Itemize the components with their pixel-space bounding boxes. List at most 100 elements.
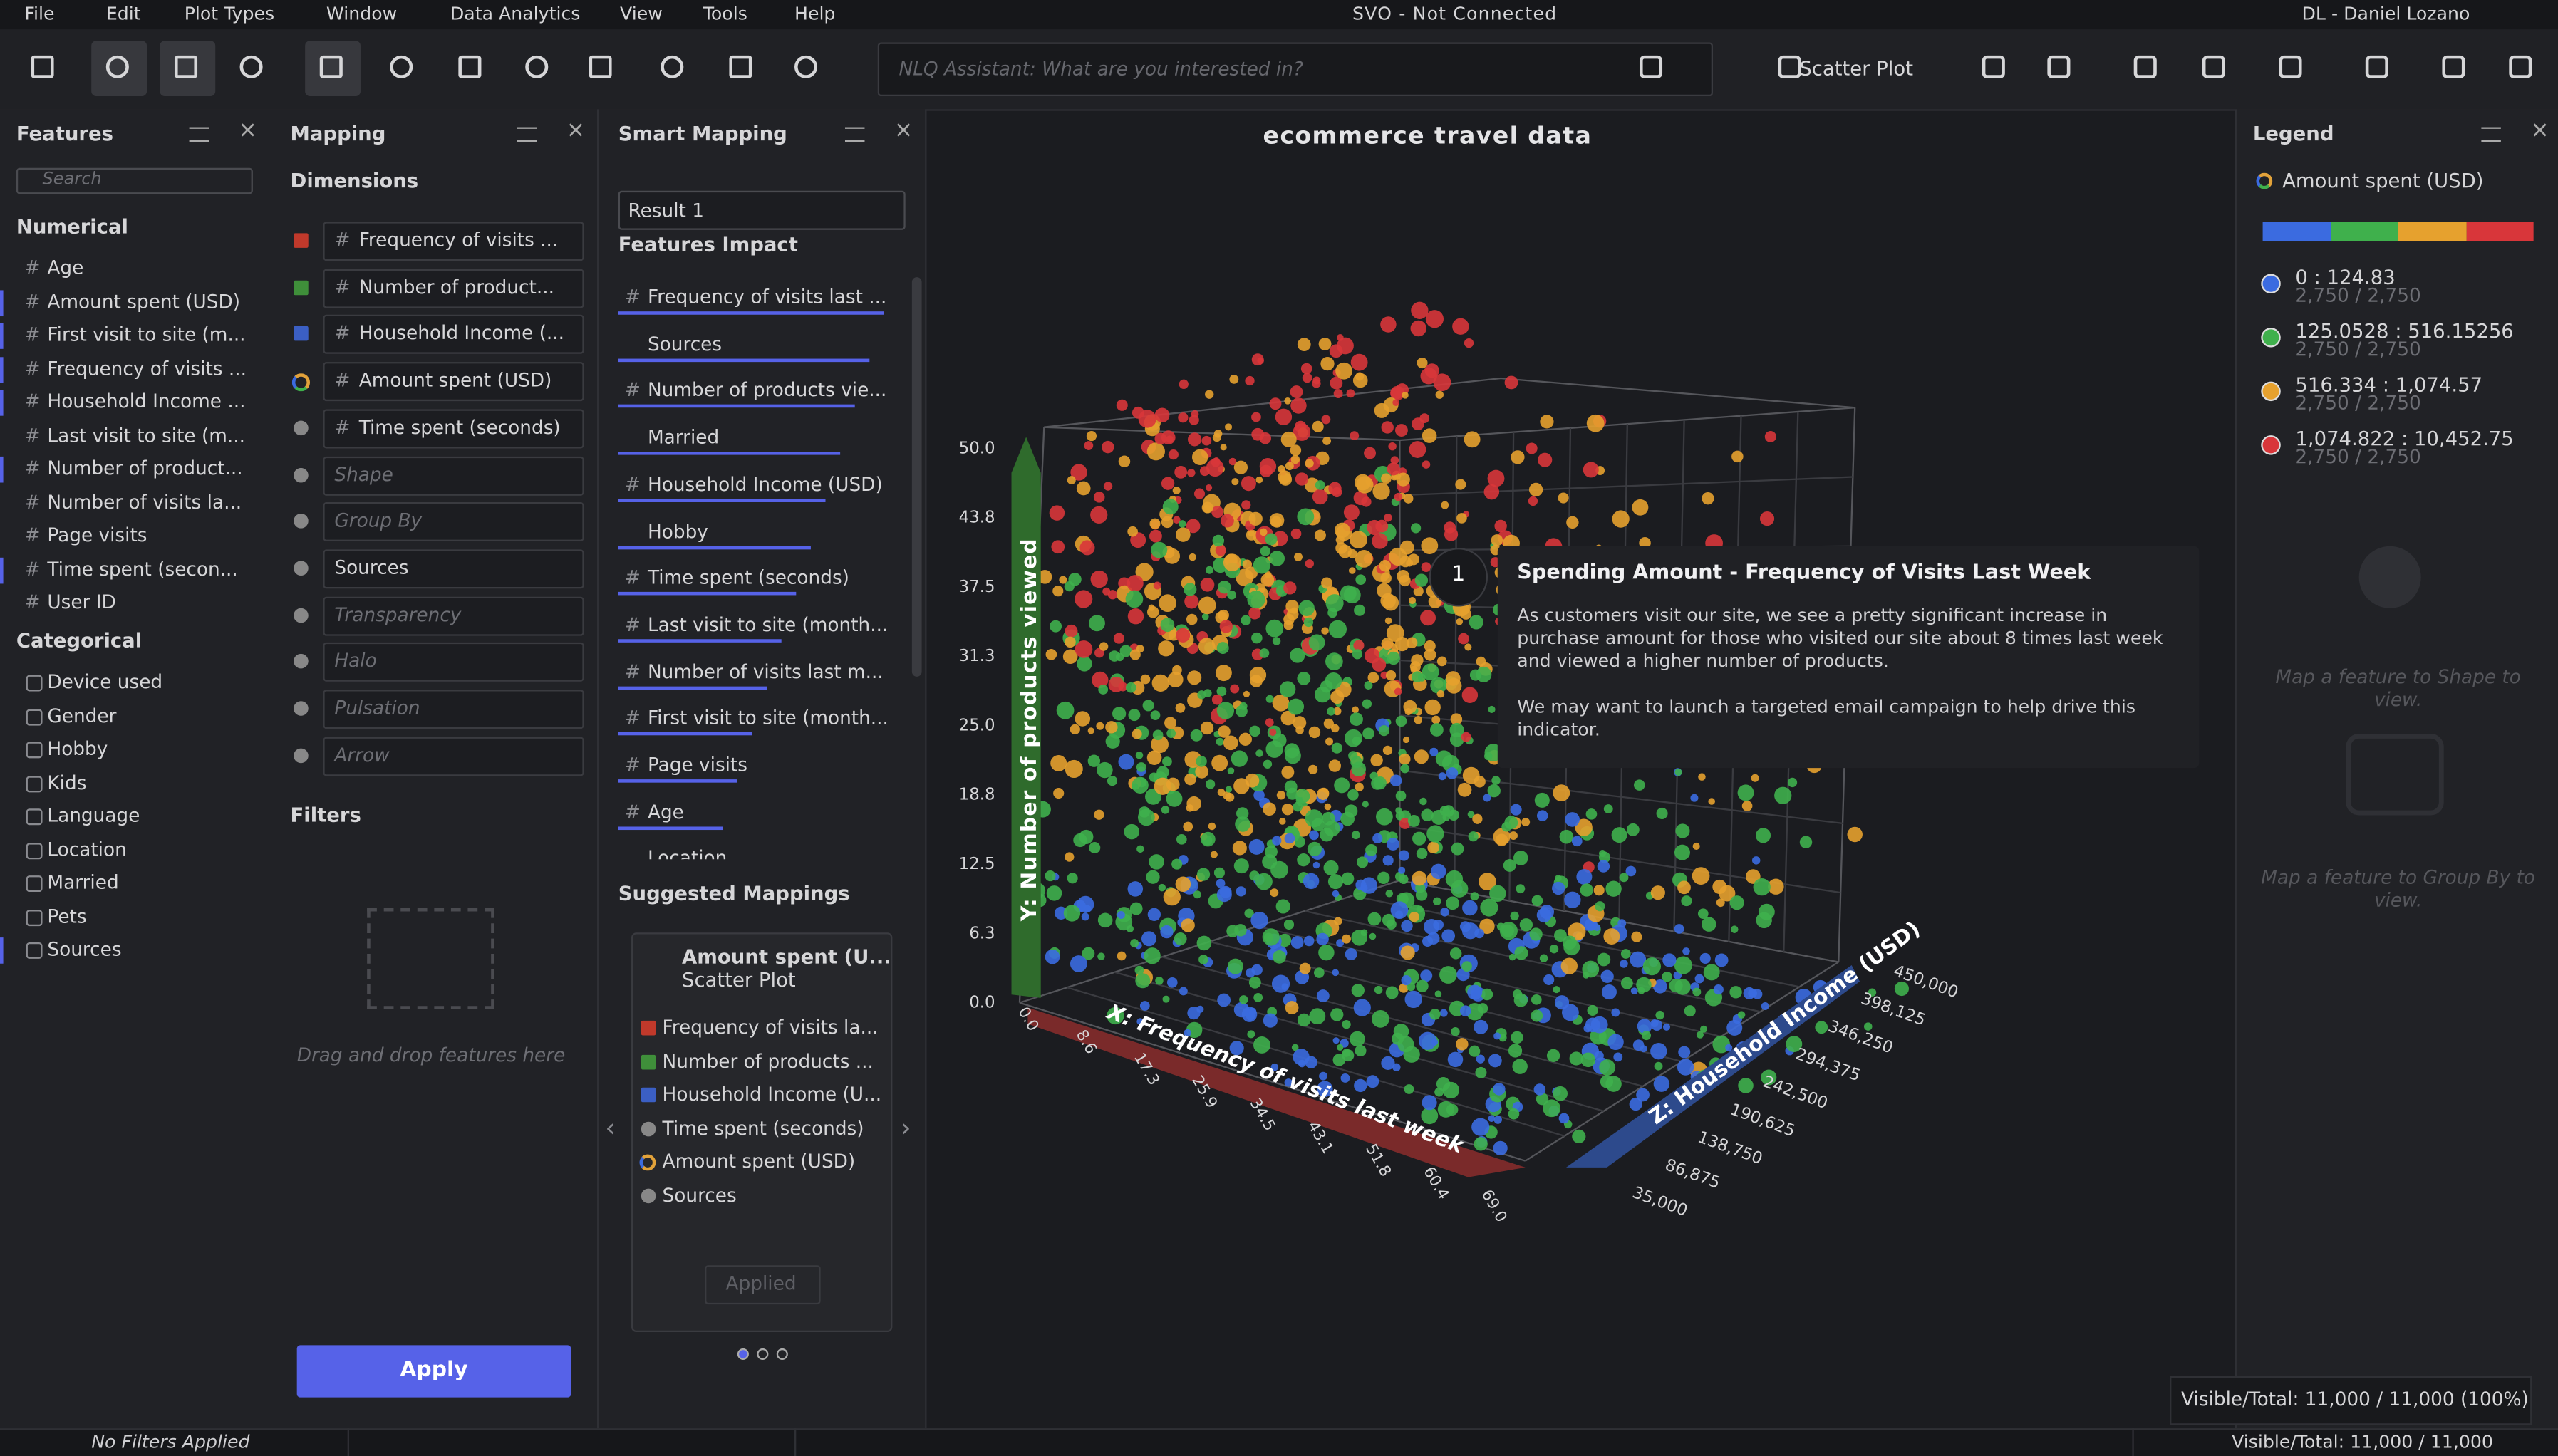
- impact-item[interactable]: Household Income (USD): [647, 472, 883, 496]
- scatter-point: [1444, 527, 1459, 541]
- scatter-point: [1774, 786, 1792, 804]
- feature-item[interactable]: Sources: [47, 937, 122, 961]
- dimension-slot[interactable]: [323, 596, 584, 635]
- dimension-slot[interactable]: [323, 315, 584, 355]
- feature-item[interactable]: Kids: [47, 770, 87, 794]
- dimension-slot[interactable]: [323, 455, 584, 495]
- scatter-point: [1474, 776, 1486, 788]
- dimension-slot[interactable]: [323, 222, 584, 261]
- scatter-point: [1128, 709, 1141, 722]
- dimension-slot[interactable]: [323, 362, 584, 402]
- impact-item[interactable]: Number of products vie...: [647, 378, 887, 402]
- dimension-slot[interactable]: [323, 736, 584, 776]
- scatter-point: [1302, 640, 1319, 657]
- feature-item[interactable]: Frequency of visits ...: [47, 356, 247, 380]
- scatter-point: [1493, 828, 1511, 846]
- close-button[interactable]: ×: [566, 117, 586, 144]
- scatter-point: [1327, 608, 1337, 618]
- panel-menu[interactable]: [2481, 127, 2501, 142]
- feature-item[interactable]: First visit to site (m...: [47, 323, 246, 346]
- scatter-point: [1580, 883, 1593, 897]
- menu-item[interactable]: Tools: [703, 3, 747, 25]
- panel-menu[interactable]: [844, 127, 865, 142]
- search-box[interactable]: [16, 167, 253, 194]
- scatter-point: [1725, 1044, 1733, 1051]
- scatter-point: [1340, 585, 1357, 602]
- apply-button[interactable]: [296, 1345, 571, 1398]
- dimension-slot[interactable]: [323, 268, 584, 308]
- feature-item[interactable]: Pets: [47, 904, 87, 927]
- feature-item[interactable]: User ID: [47, 590, 116, 613]
- scatter-point: [1690, 1070, 1704, 1083]
- panel-menu[interactable]: [517, 127, 537, 142]
- prev-arrow[interactable]: ‹: [605, 1112, 616, 1143]
- impact-item[interactable]: Age: [647, 800, 684, 823]
- plot-type-select[interactable]: Scatter Plot: [1799, 57, 1914, 80]
- legend-count: 2,750 / 2,750: [2295, 337, 2421, 360]
- close-button[interactable]: ×: [2530, 117, 2549, 144]
- impact-item[interactable]: Married: [647, 425, 720, 449]
- scatter-point: [1433, 373, 1451, 392]
- scatter-point: [1565, 812, 1580, 827]
- feature-item[interactable]: Device used: [47, 670, 163, 693]
- dimension-slot[interactable]: [323, 409, 584, 448]
- feature-item[interactable]: Hobby: [47, 737, 108, 760]
- toolbar-button[interactable]: [305, 41, 361, 97]
- close-button[interactable]: ×: [894, 117, 913, 144]
- panel-menu[interactable]: [189, 127, 209, 142]
- scatter-point: [1469, 615, 1483, 630]
- dimension-slot[interactable]: [323, 502, 584, 542]
- box-edge: [1019, 879, 1400, 1004]
- feature-item[interactable]: Location: [47, 837, 127, 860]
- feature-item[interactable]: Number of visits la...: [47, 489, 242, 513]
- impact-item[interactable]: Frequency of visits last ...: [647, 285, 887, 308]
- feature-item[interactable]: Time spent (secon...: [47, 556, 238, 580]
- dimension-slot[interactable]: [323, 690, 584, 729]
- result-select[interactable]: [618, 190, 906, 230]
- dimension-slot[interactable]: [323, 643, 584, 682]
- scatter-point: [1298, 1059, 1306, 1068]
- close-button[interactable]: ×: [238, 117, 258, 144]
- scatter-point: [1575, 818, 1593, 836]
- next-arrow[interactable]: ›: [900, 1112, 911, 1143]
- scatter-point: [1260, 464, 1273, 477]
- scatter-point: [1065, 759, 1083, 779]
- impact-item[interactable]: Time spent (seconds): [647, 566, 849, 589]
- feature-item[interactable]: Amount spent (USD): [47, 289, 241, 313]
- nlq-input[interactable]: [877, 42, 1714, 97]
- impact-item[interactable]: Hobby: [647, 519, 708, 543]
- menu-item[interactable]: Edit: [105, 3, 141, 25]
- scatter-point: [1293, 801, 1303, 812]
- impact-item[interactable]: Sources: [647, 332, 723, 355]
- impact-item[interactable]: Number of visits last m...: [647, 660, 884, 683]
- scatter-point: [1440, 908, 1449, 917]
- feature-item[interactable]: Language: [47, 804, 140, 827]
- feature-item[interactable]: Number of product...: [47, 456, 243, 479]
- scatter-point: [1430, 841, 1443, 854]
- feature-item[interactable]: Page visits: [47, 523, 147, 546]
- feature-item[interactable]: Last visit to site (m...: [47, 422, 246, 447]
- scatter-point: [1598, 849, 1607, 858]
- feature-item[interactable]: Age: [47, 256, 84, 279]
- menu-item[interactable]: File: [24, 3, 55, 25]
- impact-item[interactable]: Last visit to site (month...: [647, 613, 889, 636]
- scatter-point: [1216, 887, 1232, 903]
- feature-item[interactable]: Married: [47, 870, 119, 894]
- shape-hint: Map a feature to Shape to view.: [2275, 665, 2521, 711]
- impact-item[interactable]: First visit to site (month...: [647, 706, 889, 729]
- menu-item[interactable]: View: [620, 3, 663, 25]
- apply-label[interactable]: Apply: [400, 1358, 468, 1383]
- feature-item[interactable]: Household Income ...: [47, 390, 246, 413]
- dimension-slot[interactable]: [323, 549, 584, 589]
- impact-item[interactable]: Location: [647, 846, 727, 860]
- menu-item[interactable]: Data Analytics: [450, 3, 581, 25]
- menu-item[interactable]: Plot Types: [184, 3, 275, 25]
- feature-item[interactable]: Gender: [47, 703, 117, 727]
- menu-item[interactable]: Window: [326, 3, 398, 25]
- toolbar-button[interactable]: [160, 41, 216, 97]
- scatter-point: [1540, 415, 1554, 429]
- scatter-point: [1549, 944, 1559, 954]
- impact-item[interactable]: Page visits: [647, 753, 748, 776]
- scatter-point: [1186, 796, 1202, 811]
- menu-item[interactable]: Help: [794, 3, 836, 25]
